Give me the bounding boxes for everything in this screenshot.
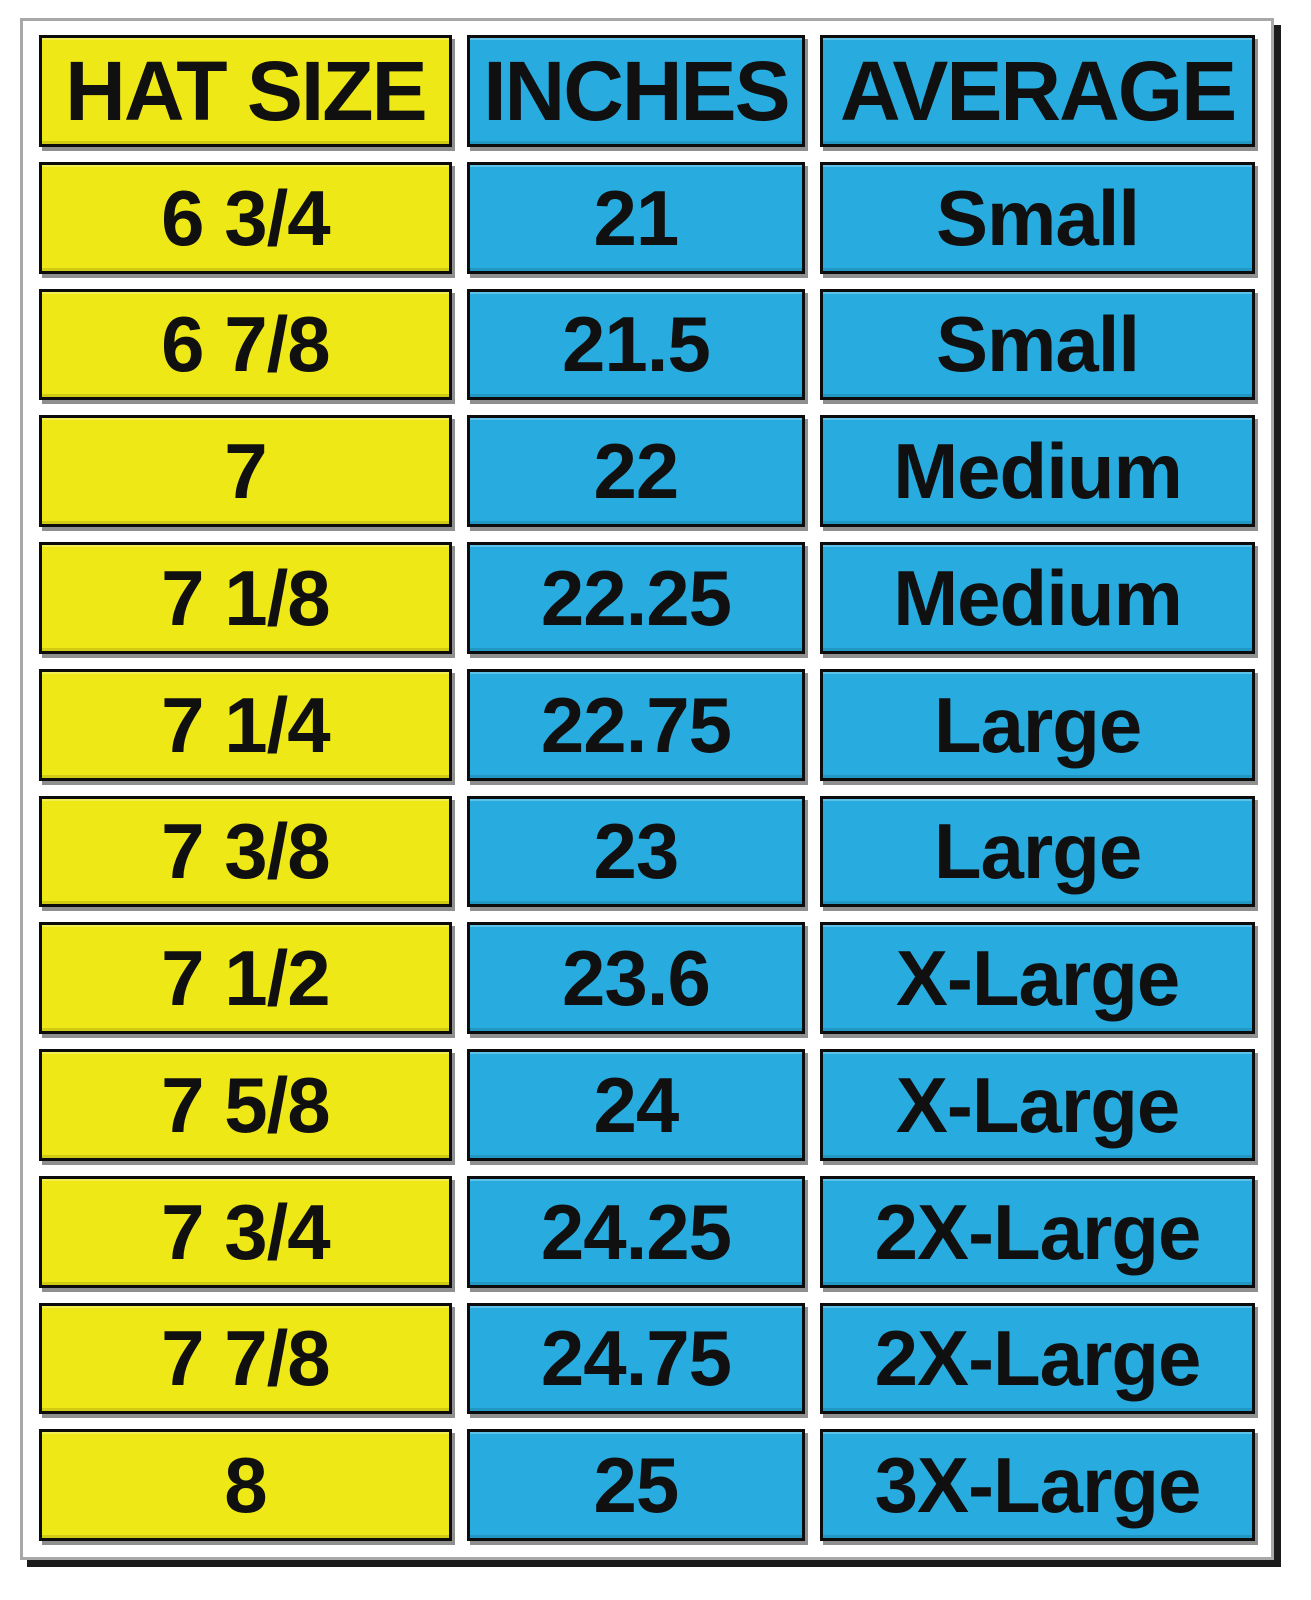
cell-inches: 23 xyxy=(466,795,806,908)
cell-hat-size: 6 3/4 xyxy=(39,161,452,274)
cell-hat-size: 7 5/8 xyxy=(39,1049,452,1161)
cell-hat-size: 6 7/8 xyxy=(39,288,452,401)
header-average: AVERAGE xyxy=(820,35,1255,147)
cell-average: Medium xyxy=(820,415,1255,527)
cell-average: 2X-Large xyxy=(820,1175,1255,1288)
cell-inches: 24.75 xyxy=(466,1302,806,1415)
cell-average: Small xyxy=(820,161,1255,274)
cell-inches: 22 xyxy=(466,415,806,527)
cell-hat-size: 7 1/8 xyxy=(39,542,452,654)
cell-hat-size: 7 3/4 xyxy=(39,1175,452,1288)
header-hat-size: HAT SIZE xyxy=(39,35,452,147)
cell-inches: 21 xyxy=(466,161,806,274)
cell-inches: 25 xyxy=(466,1429,806,1541)
cell-average: Small xyxy=(820,288,1255,401)
cell-hat-size: 8 xyxy=(39,1429,452,1541)
cell-average: Large xyxy=(820,668,1255,781)
cell-hat-size: 7 7/8 xyxy=(39,1302,452,1415)
cell-inches: 24.25 xyxy=(466,1175,806,1288)
cell-hat-size: 7 1/4 xyxy=(39,668,452,781)
cell-inches: 22.75 xyxy=(466,668,806,781)
cell-inches: 21.5 xyxy=(466,288,806,401)
cell-average: 3X-Large xyxy=(820,1429,1255,1541)
hat-size-chart: HAT SIZE INCHES AVERAGE 6 3/4 21 Small 6 7/… xyxy=(20,18,1274,1560)
cell-hat-size: 7 1/2 xyxy=(39,922,452,1034)
cell-average: Medium xyxy=(820,542,1255,654)
cell-average: Large xyxy=(820,795,1255,908)
cell-inches: 23.6 xyxy=(466,922,806,1034)
cell-hat-size: 7 xyxy=(39,415,452,527)
cell-average: 2X-Large xyxy=(820,1302,1255,1415)
cell-inches: 22.25 xyxy=(466,542,806,654)
cell-inches: 24 xyxy=(466,1049,806,1161)
cell-hat-size: 7 3/8 xyxy=(39,795,452,908)
size-table: HAT SIZE INCHES AVERAGE 6 3/4 21 Small 6 7/… xyxy=(39,35,1255,1541)
cell-average: X-Large xyxy=(820,1049,1255,1161)
cell-average: X-Large xyxy=(820,922,1255,1034)
header-inches: INCHES xyxy=(466,35,806,147)
